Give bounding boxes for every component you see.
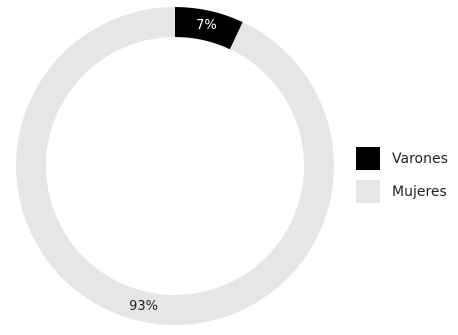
legend-swatch-mujeres: [356, 180, 380, 203]
slice-varones: [175, 7, 243, 50]
legend-label-mujeres: Mujeres: [392, 183, 447, 200]
donut-slices: [15, 7, 334, 325]
slice-labels: 7% 93%: [129, 18, 217, 314]
slice-mujeres: [15, 7, 334, 325]
slice-label-varones: 7%: [196, 18, 217, 33]
legend-label-varones: Varones: [392, 150, 448, 167]
legend-item-mujeres: Mujeres: [356, 180, 448, 203]
slice-label-mujeres: 93%: [129, 299, 158, 314]
legend-swatch-varones: [356, 147, 380, 170]
legend-item-varones: Varones: [356, 147, 448, 170]
legend: Varones Mujeres: [356, 147, 448, 213]
